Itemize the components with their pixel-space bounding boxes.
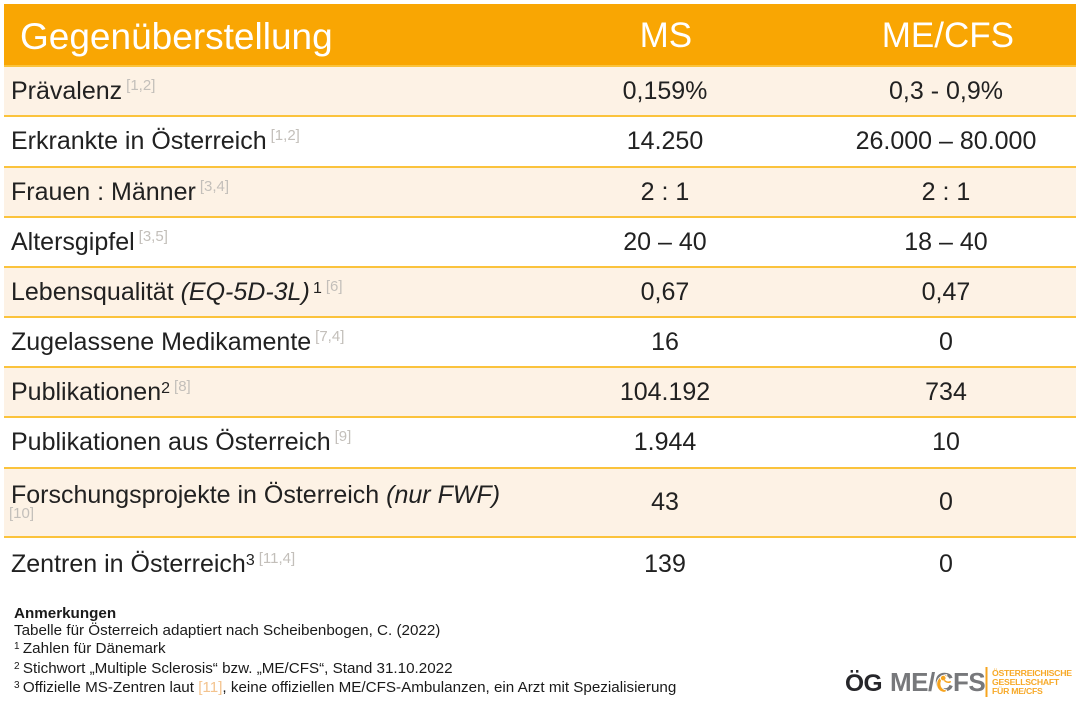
svg-text:ÖSTERREICHISCHE: ÖSTERREICHISCHE [992, 668, 1072, 678]
svg-text:FÜR ME/CFS: FÜR ME/CFS [992, 686, 1043, 696]
svg-text:GESELLSCHAFT: GESELLSCHAFT [992, 677, 1060, 687]
svg-text:ÖG: ÖG [845, 670, 882, 697]
